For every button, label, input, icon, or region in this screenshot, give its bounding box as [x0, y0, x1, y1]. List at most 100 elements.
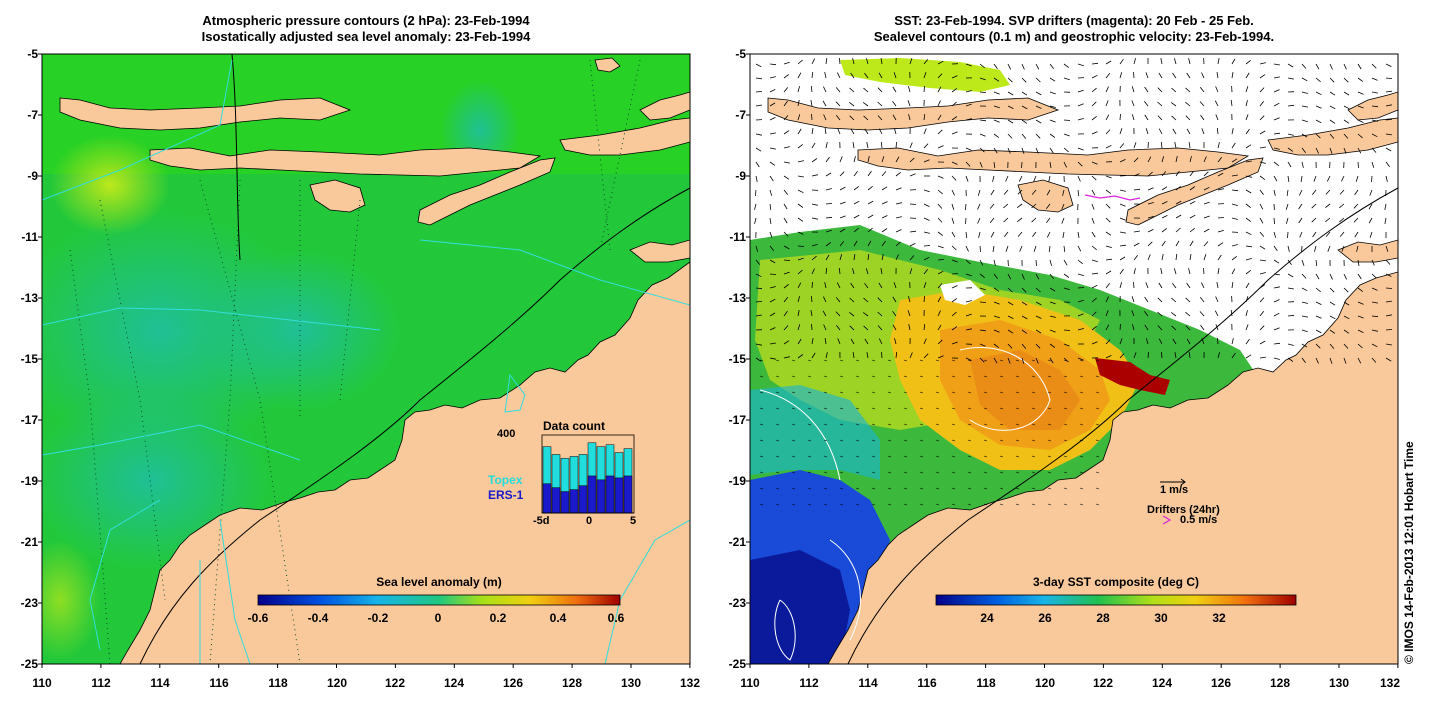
left-title-line2: Isostatically adjusted sea level anomaly…	[201, 29, 531, 44]
velocity-arrow	[923, 85, 925, 93]
y-tick-label: -25	[728, 657, 746, 671]
velocity-arrow	[811, 217, 818, 220]
velocity-arrow	[1049, 147, 1054, 154]
velocity-arrow	[1216, 282, 1219, 289]
velocity-arrow	[1019, 245, 1023, 252]
velocity-arrow	[1091, 101, 1097, 107]
velocity-arrow	[1063, 287, 1070, 290]
velocity-arrow	[823, 296, 827, 303]
velocity-arrow	[880, 58, 883, 65]
velocity-arrow	[1079, 423, 1084, 426]
velocity-arrow	[887, 487, 892, 490]
velocity-arrow	[1015, 471, 1020, 474]
velocity-arrow	[759, 407, 764, 410]
velocity-arrow	[825, 156, 830, 163]
velocity-arrow	[1105, 324, 1110, 331]
velocity-arrow	[1049, 63, 1055, 69]
velocity-arrow	[937, 203, 943, 209]
velocity-arrow	[867, 214, 874, 219]
velocity-arrow	[1091, 203, 1095, 210]
y-tick-label: -13	[728, 291, 746, 305]
velocity-arrow	[823, 503, 828, 506]
velocity-arrow	[967, 471, 972, 474]
velocity-arrow	[853, 170, 858, 177]
velocity-arrow	[923, 245, 931, 247]
y-tick-label: -15	[728, 352, 746, 366]
y-tick-label: -17	[728, 413, 746, 427]
velocity-arrow	[1105, 203, 1111, 209]
colorbar-tick: 24	[980, 611, 994, 625]
velocity-arrow	[908, 86, 911, 93]
velocity-arrow	[769, 327, 776, 331]
sst-colorbar-title: 3-day SST composite (deg C)	[1032, 575, 1200, 589]
velocity-arrow	[907, 100, 911, 107]
velocity-arrow	[1385, 329, 1393, 331]
x-tick-label: 112	[91, 676, 111, 690]
velocity-arrow	[1021, 133, 1027, 139]
velocity-arrow	[1007, 77, 1013, 83]
velocity-arrow	[1091, 87, 1097, 93]
velocity-arrow	[909, 142, 913, 149]
velocity-arrow	[919, 471, 924, 474]
velocity-arrow	[878, 282, 883, 289]
velocity-arrow	[1301, 301, 1308, 304]
velocity-arrow	[919, 423, 924, 426]
velocity-arrow	[951, 311, 957, 317]
velocity-arrow	[1186, 282, 1191, 289]
velocity-arrow	[775, 407, 780, 410]
velocity-arrow	[979, 63, 985, 69]
velocity-arrow	[1049, 329, 1056, 333]
velocity-arrow	[1061, 217, 1065, 224]
x-tick-label: 114	[858, 676, 878, 690]
velocity-arrow	[1341, 245, 1345, 252]
velocity-arrow	[1161, 171, 1167, 177]
velocity-arrow	[999, 503, 1004, 506]
y-tick-label: -11	[21, 230, 38, 244]
velocity-arrow	[1133, 157, 1139, 163]
velocity-arrow	[1021, 315, 1028, 320]
histogram-bar-ers1	[578, 485, 588, 514]
velocity-arrow	[1245, 175, 1252, 178]
velocity-arrow	[887, 471, 892, 474]
velocity-arrow	[1215, 296, 1219, 303]
velocity-arrow	[797, 354, 804, 359]
velocity-arrow	[1371, 133, 1378, 138]
velocity-arrow	[937, 245, 944, 249]
x-tick-label: 116	[917, 676, 937, 690]
velocity-arrow	[783, 130, 790, 135]
velocity-arrow	[1063, 133, 1070, 137]
velocity-arrow	[1369, 189, 1373, 196]
velocity-arrow	[1017, 217, 1023, 223]
velocity-arrow	[1031, 217, 1037, 223]
colorbar-tick: 26	[1038, 611, 1052, 625]
velocity-arrow	[1315, 77, 1321, 83]
y-tick-label: -21	[20, 535, 38, 549]
velocity-arrow	[1035, 301, 1042, 306]
velocity-arrow	[1119, 58, 1124, 65]
velocity-arrow	[1147, 202, 1154, 205]
velocity-arrow	[923, 159, 930, 163]
velocity-arrow	[1049, 161, 1052, 168]
velocity-arrow	[783, 271, 790, 275]
velocity-arrow	[951, 298, 958, 303]
histogram-bar-ers1	[623, 475, 633, 514]
velocity-arrow	[1357, 343, 1363, 349]
velocity-arrow	[1077, 357, 1084, 361]
velocity-arrow	[1287, 357, 1294, 362]
velocity-arrow	[807, 487, 812, 490]
velocity-arrow	[1047, 391, 1052, 394]
velocity-arrow	[1158, 128, 1163, 135]
velocity-arrow	[1035, 63, 1040, 70]
velocity-arrow	[951, 423, 956, 426]
y-tick-label: -25	[20, 657, 38, 671]
velocity-arrow	[811, 243, 818, 247]
velocity-arrow	[1105, 310, 1109, 317]
velocity-arrow	[783, 259, 791, 261]
velocity-arrow	[937, 100, 941, 107]
velocity-arrow	[1385, 357, 1392, 362]
velocity-arrow	[1286, 189, 1289, 196]
velocity-arrow	[807, 503, 812, 506]
velocity-arrow	[903, 455, 908, 458]
velocity-arrow	[951, 217, 955, 224]
velocity-arrow	[1188, 142, 1191, 149]
